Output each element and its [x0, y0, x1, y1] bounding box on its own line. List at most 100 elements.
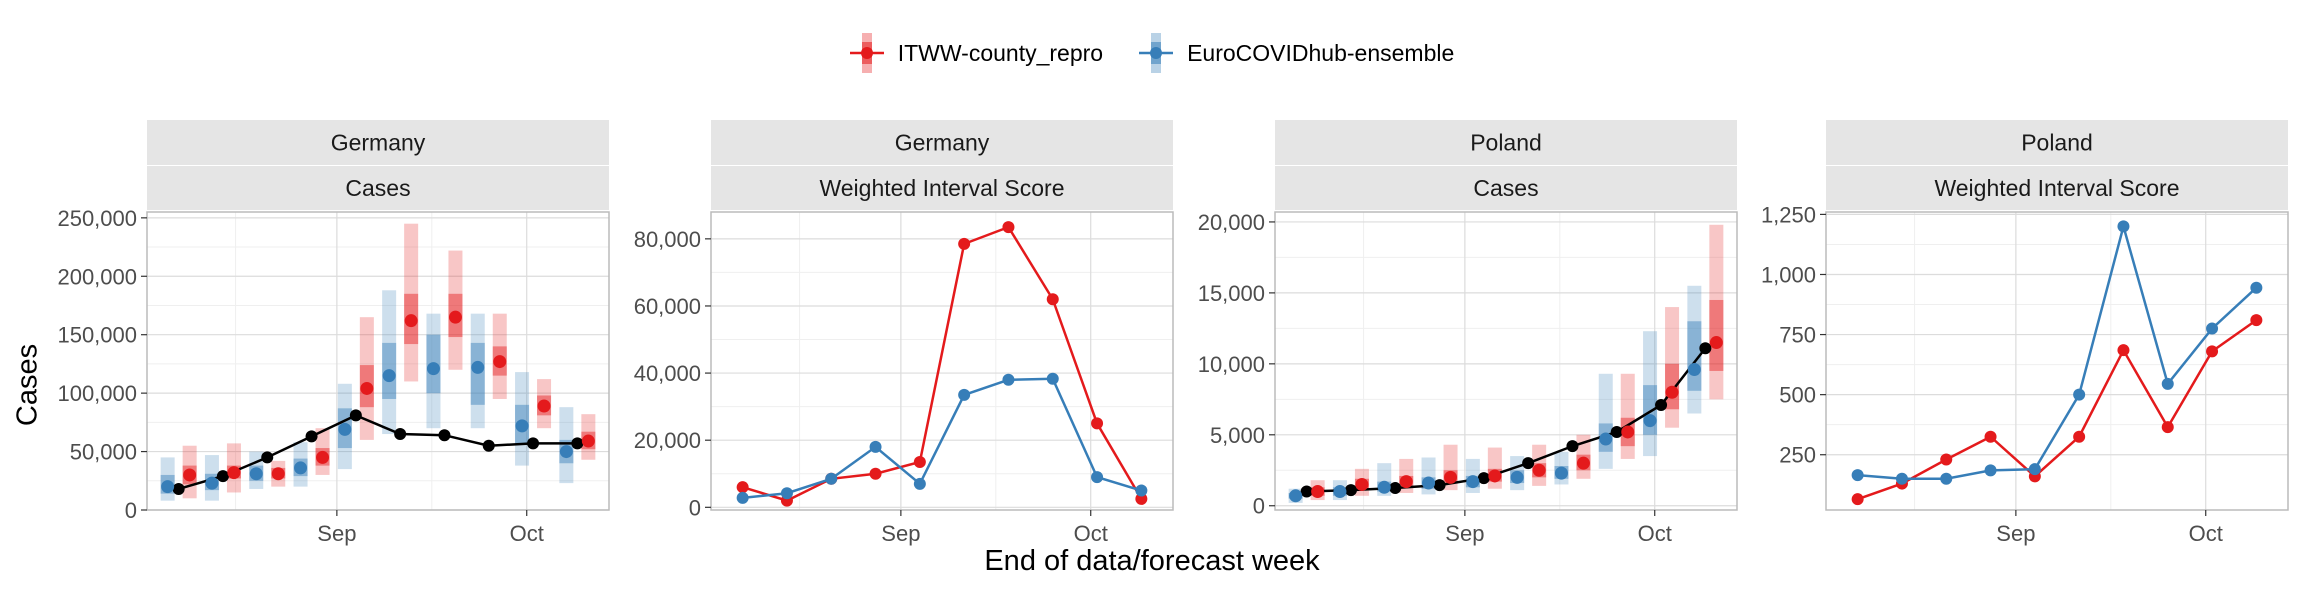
series-point-hub [2250, 281, 2263, 294]
median-point-itww [227, 466, 241, 480]
observed-point [1655, 398, 1668, 411]
panel-1: Germany Cases 0 50,000 100,000 150,000 200,000… [57, 120, 610, 546]
series-point-hub [1851, 469, 1864, 482]
interval-90-hub [515, 372, 530, 466]
median-point-itww [360, 381, 374, 395]
y-tick-label: 1,250 [1761, 202, 1816, 227]
series-point-hub [736, 491, 749, 504]
y-tick-label: 50,000 [70, 440, 137, 465]
x-axis-title: End of data/forecast week [984, 545, 1320, 577]
observed-point [482, 439, 495, 452]
observed-point [1610, 425, 1623, 438]
strip-top-bg [147, 120, 609, 165]
y-tick-label: 500 [1779, 383, 1816, 408]
observed-point [349, 409, 362, 422]
median-point-hub [1377, 480, 1391, 494]
strip-top-bg [1826, 120, 2288, 165]
x-tick-label: Sep [881, 521, 920, 546]
median-point-itww [404, 314, 418, 328]
observed-point [1522, 457, 1535, 470]
series-point-hub [1984, 464, 1997, 477]
series-point-hub [1091, 471, 1104, 484]
strip-bottom-bg [147, 166, 609, 210]
series-line-hub [742, 377, 1142, 500]
legend-item-itww[interactable]: ITWW-county_repro [849, 31, 1104, 75]
observed-point [1699, 342, 1712, 355]
interval-90-itww [448, 250, 463, 370]
series-line-hub [1857, 221, 2258, 481]
series-point-itww [1940, 453, 1953, 466]
median-point-itww [537, 399, 551, 413]
series-line-itww [742, 225, 1143, 502]
observed-point [1433, 479, 1446, 492]
interval-90-itww [404, 223, 419, 382]
observed-point [305, 430, 318, 443]
interval-90-itww [1487, 447, 1502, 489]
y-tick-label: 20,000 [1198, 210, 1265, 235]
observed-point [1477, 472, 1490, 485]
series-point-itww [1091, 417, 1104, 430]
y-tick-label: 250 [1779, 443, 1816, 468]
y-tick-label: 150,000 [57, 323, 137, 348]
series-point-hub [2206, 322, 2219, 335]
median-point-itww [1665, 385, 1679, 399]
series-point-hub [1135, 484, 1148, 497]
interval-50-itww [1709, 299, 1724, 371]
y-tick-label: 200,000 [57, 264, 137, 289]
series-point-itww [2117, 344, 2130, 357]
median-point-itww [1532, 463, 1546, 477]
series-point-itww [1046, 293, 1059, 306]
median-point-itww [1709, 336, 1723, 350]
y-tick-label: 0 [689, 495, 701, 520]
interval-90-hub [382, 290, 397, 435]
legend-label-itww: ITWW-county_repro [897, 39, 1104, 66]
strip-bottom-label: Cases [1473, 175, 1538, 201]
series-point-itww [2250, 314, 2263, 327]
series-point-hub [869, 440, 882, 453]
y-tick-label: 80,000 [634, 227, 701, 252]
median-point-hub [338, 422, 352, 436]
median-point-itww [1399, 475, 1413, 489]
panel-2: Germany Weighted Interval Score 0 20,000 40,… [634, 120, 1174, 546]
series-point-hub [2073, 388, 2086, 401]
strip-top-label: Germany [895, 130, 990, 156]
series-line-itww [1857, 319, 2258, 501]
median-point-hub [515, 419, 529, 433]
strip-bottom-bg [1275, 166, 1737, 210]
median-point-hub [1422, 476, 1436, 490]
series-point-itww [2073, 430, 2086, 443]
observed-point [1300, 485, 1313, 498]
panel-border [710, 211, 1174, 511]
observed-point [394, 428, 407, 441]
legend-item-hub[interactable]: EuroCOVIDhub-ensemble [1139, 31, 1454, 75]
series-point-hub [1895, 472, 1908, 485]
strip-bottom-label: Weighted Interval Score [819, 175, 1064, 201]
median-point-hub [1643, 414, 1657, 428]
legend-key-itww [849, 33, 884, 73]
y-tick-label: 1,000 [1761, 262, 1816, 287]
median-point-hub [1333, 485, 1347, 499]
series-point-hub [2161, 377, 2174, 390]
median-point-itww [183, 468, 197, 482]
series-point-itww [2161, 421, 2174, 434]
observed-line [178, 413, 578, 491]
median-point-hub [1289, 489, 1303, 503]
x-tick-label: Sep [317, 521, 356, 546]
median-point-itww [1355, 477, 1369, 491]
strip-top-label: Germany [331, 130, 426, 156]
y-tick-label: 250,000 [57, 206, 137, 231]
strip-top-bg [1275, 120, 1737, 165]
interval-90-itww [1620, 373, 1635, 459]
series-point-itww [736, 481, 749, 494]
panel-3: Poland Cases 0 5,000 10,000 15,000 20,000 Sep Oc… [1198, 120, 1738, 546]
strip-top-label: Poland [1470, 130, 1542, 156]
series-point-hub [780, 487, 793, 500]
observed-point [571, 437, 584, 450]
series-point-hub [1002, 373, 1015, 386]
median-point-itww [1311, 485, 1325, 499]
series-point-itww [2206, 345, 2219, 358]
y-tick-label: 750 [1779, 323, 1816, 348]
median-point-itww [1444, 470, 1458, 484]
strip-bottom-label: Cases [345, 175, 410, 201]
y-tick-label: 100,000 [57, 381, 137, 406]
